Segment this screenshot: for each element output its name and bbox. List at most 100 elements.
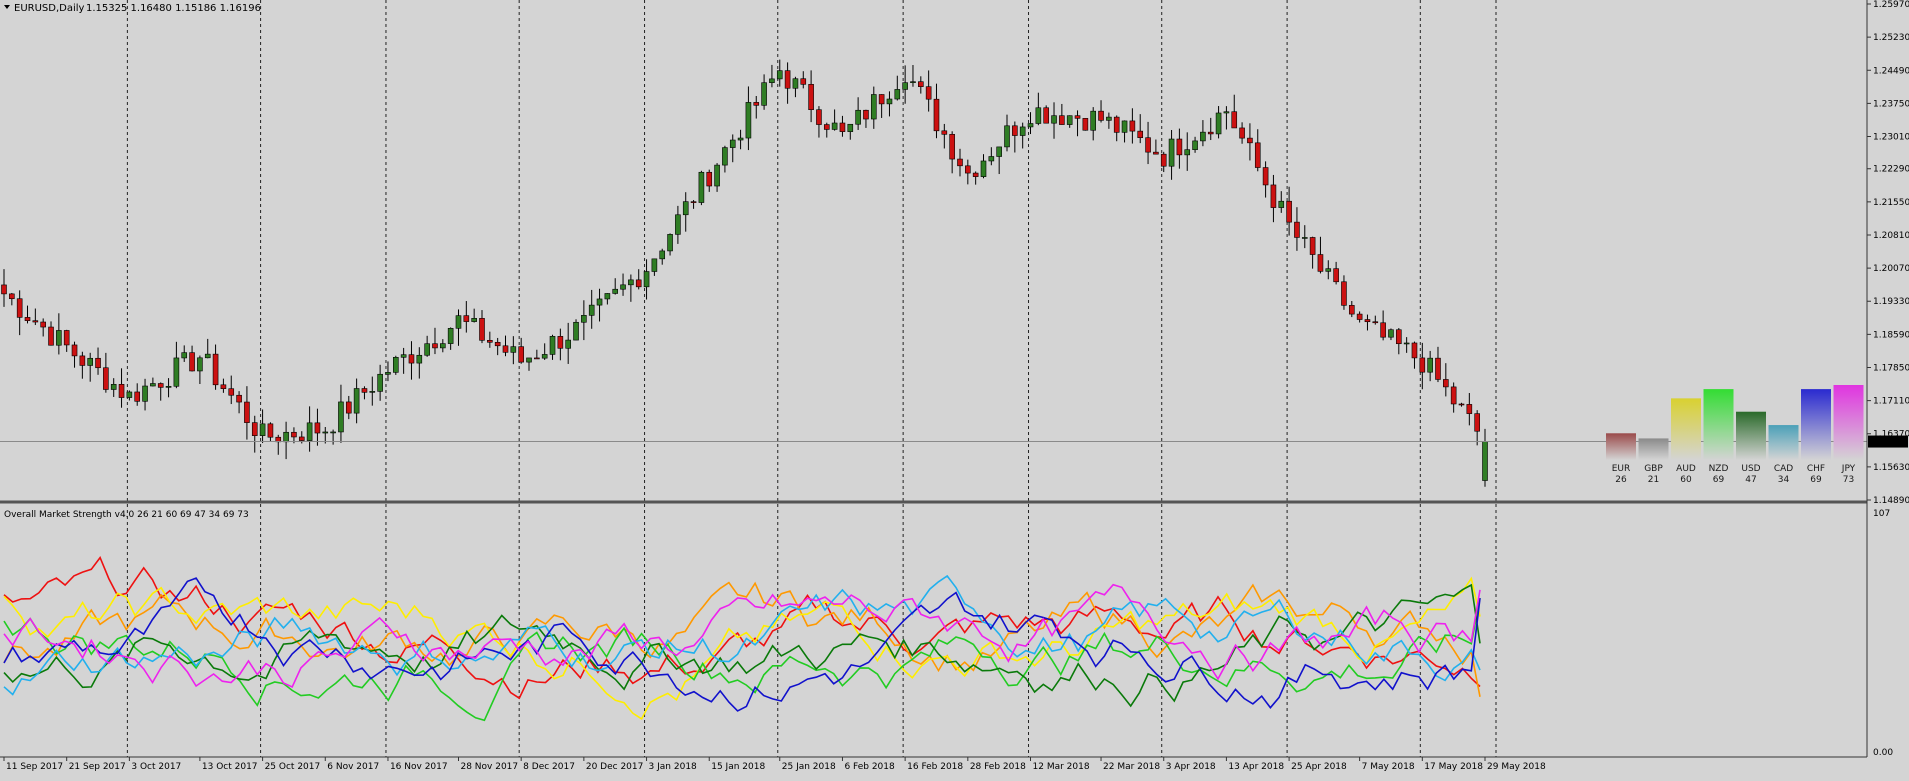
candle-body — [604, 293, 611, 300]
strength-bar-value: 69 — [1713, 475, 1725, 485]
price-tick-label: 1.19330 — [1873, 297, 1909, 307]
candle-body — [1388, 329, 1394, 338]
candle-body — [502, 345, 509, 353]
strength-bar-label: CAD — [1774, 464, 1793, 474]
candle-body — [353, 388, 360, 414]
candle-body — [910, 81, 916, 83]
candle-body — [839, 122, 846, 132]
candle-body — [1231, 111, 1238, 129]
candle-body — [416, 354, 423, 364]
candle-body — [1239, 127, 1245, 139]
candle-body — [1262, 167, 1269, 186]
candle-body — [236, 394, 242, 403]
candle-body — [573, 321, 579, 341]
candle-body — [1301, 237, 1308, 239]
strength-bar-value: 69 — [1810, 475, 1822, 485]
candle-body — [996, 146, 1002, 157]
time-tick-label: 25 Apr 2018 — [1291, 762, 1347, 772]
strength-bar-value: 73 — [1843, 475, 1854, 485]
candle-body — [534, 357, 540, 360]
candle-body — [1066, 115, 1073, 125]
time-tick-label: 29 May 2018 — [1487, 762, 1546, 772]
candle-body — [1043, 107, 1049, 124]
time-tick-label: 28 Nov 2017 — [460, 762, 518, 772]
candle-body — [377, 373, 383, 392]
dropdown-triangle-icon[interactable] — [4, 5, 10, 9]
candle-body — [620, 284, 626, 290]
candle-body — [9, 293, 15, 300]
candle-body — [1082, 118, 1089, 131]
candle-body — [189, 352, 195, 372]
candle-body — [56, 330, 62, 346]
candle-body — [1184, 149, 1191, 156]
candle-body — [706, 171, 713, 187]
candle-body — [1278, 200, 1285, 208]
strength-bar-value: 34 — [1778, 475, 1790, 485]
candle-body — [1207, 131, 1214, 135]
indicator-min-label: 0.00 — [1873, 748, 1893, 758]
strength-line-aud — [3, 576, 1481, 721]
strength-line-nzd — [3, 597, 1481, 722]
candle-body — [808, 84, 814, 111]
candle-body — [1411, 342, 1418, 359]
candle-body — [291, 431, 297, 438]
time-tick-label: 25 Jan 2018 — [782, 762, 836, 772]
strength-bar-label: JPY — [1841, 464, 1856, 474]
candle-body — [847, 123, 854, 132]
time-tick-label: 7 May 2018 — [1362, 762, 1415, 772]
candle-body — [1450, 386, 1457, 405]
candle-body — [1176, 138, 1183, 156]
price-axis: 1.25970 1.25230 1.24490 1.23750 1.23010 1.222… — [1867, 0, 1909, 506]
candle-body — [675, 214, 681, 235]
candle-body — [1168, 138, 1175, 167]
strength-bar-aud — [1671, 398, 1701, 460]
time-tick-label: 3 Oct 2017 — [131, 762, 181, 772]
price-tick-label: 1.21550 — [1873, 198, 1909, 208]
candle-body — [283, 431, 289, 443]
strength-bar-value: 47 — [1745, 475, 1756, 485]
time-tick-label: 8 Dec 2017 — [523, 762, 575, 772]
strength-bar-eur — [1606, 433, 1636, 460]
candle-body — [863, 109, 869, 120]
candle-body — [957, 158, 963, 167]
candle-body — [980, 160, 987, 177]
candle-body — [988, 156, 995, 162]
candle-body — [1121, 120, 1128, 133]
candle-body — [455, 315, 462, 329]
candle-body — [682, 201, 689, 216]
candle-body — [40, 321, 46, 328]
candle-body — [463, 315, 470, 322]
candle-body — [886, 98, 893, 105]
candle-body — [1051, 115, 1057, 124]
candle-body — [761, 82, 767, 106]
candlestick-series: 1.16196 — [0, 59, 1908, 487]
candle-body — [487, 340, 493, 343]
candle-body — [1113, 116, 1120, 133]
price-tick-label: 1.20810 — [1873, 231, 1909, 241]
candle-body — [1, 284, 7, 295]
candle-body — [471, 318, 477, 322]
time-tick-label: 13 Oct 2017 — [202, 762, 258, 772]
candle-body — [784, 70, 791, 89]
candle-body — [1137, 130, 1144, 138]
candle-body — [1356, 313, 1363, 320]
time-tick-label: 25 Oct 2017 — [265, 762, 321, 772]
candle-body — [651, 258, 658, 272]
time-tick-label: 15 Jan 2018 — [711, 762, 765, 772]
candle-body — [1474, 413, 1480, 432]
price-tick-label: 1.23010 — [1873, 133, 1909, 143]
period-separators — [126, 0, 1497, 757]
candle-body — [1145, 137, 1151, 153]
candle-body — [157, 383, 164, 388]
candle-body — [440, 343, 446, 349]
time-axis: 11 Sep 2017 21 Sep 2017 3 Oct 2017 13 Oct 2… — [3, 757, 1546, 772]
candle-body — [918, 81, 924, 87]
candle-body — [204, 353, 211, 359]
strength-bar-value: 60 — [1680, 475, 1692, 485]
time-tick-label: 12 Mar 2018 — [1033, 762, 1090, 772]
strength-bar-nzd — [1703, 389, 1734, 460]
candle-body — [1012, 125, 1018, 136]
